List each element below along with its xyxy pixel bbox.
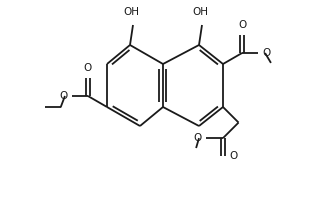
Text: O: O [194, 133, 202, 143]
Text: O: O [262, 48, 270, 58]
Text: O: O [238, 20, 246, 30]
Text: O: O [84, 63, 92, 73]
Text: OH: OH [192, 7, 208, 17]
Text: OH: OH [123, 7, 139, 17]
Text: O: O [60, 91, 68, 101]
Text: O: O [229, 151, 237, 161]
